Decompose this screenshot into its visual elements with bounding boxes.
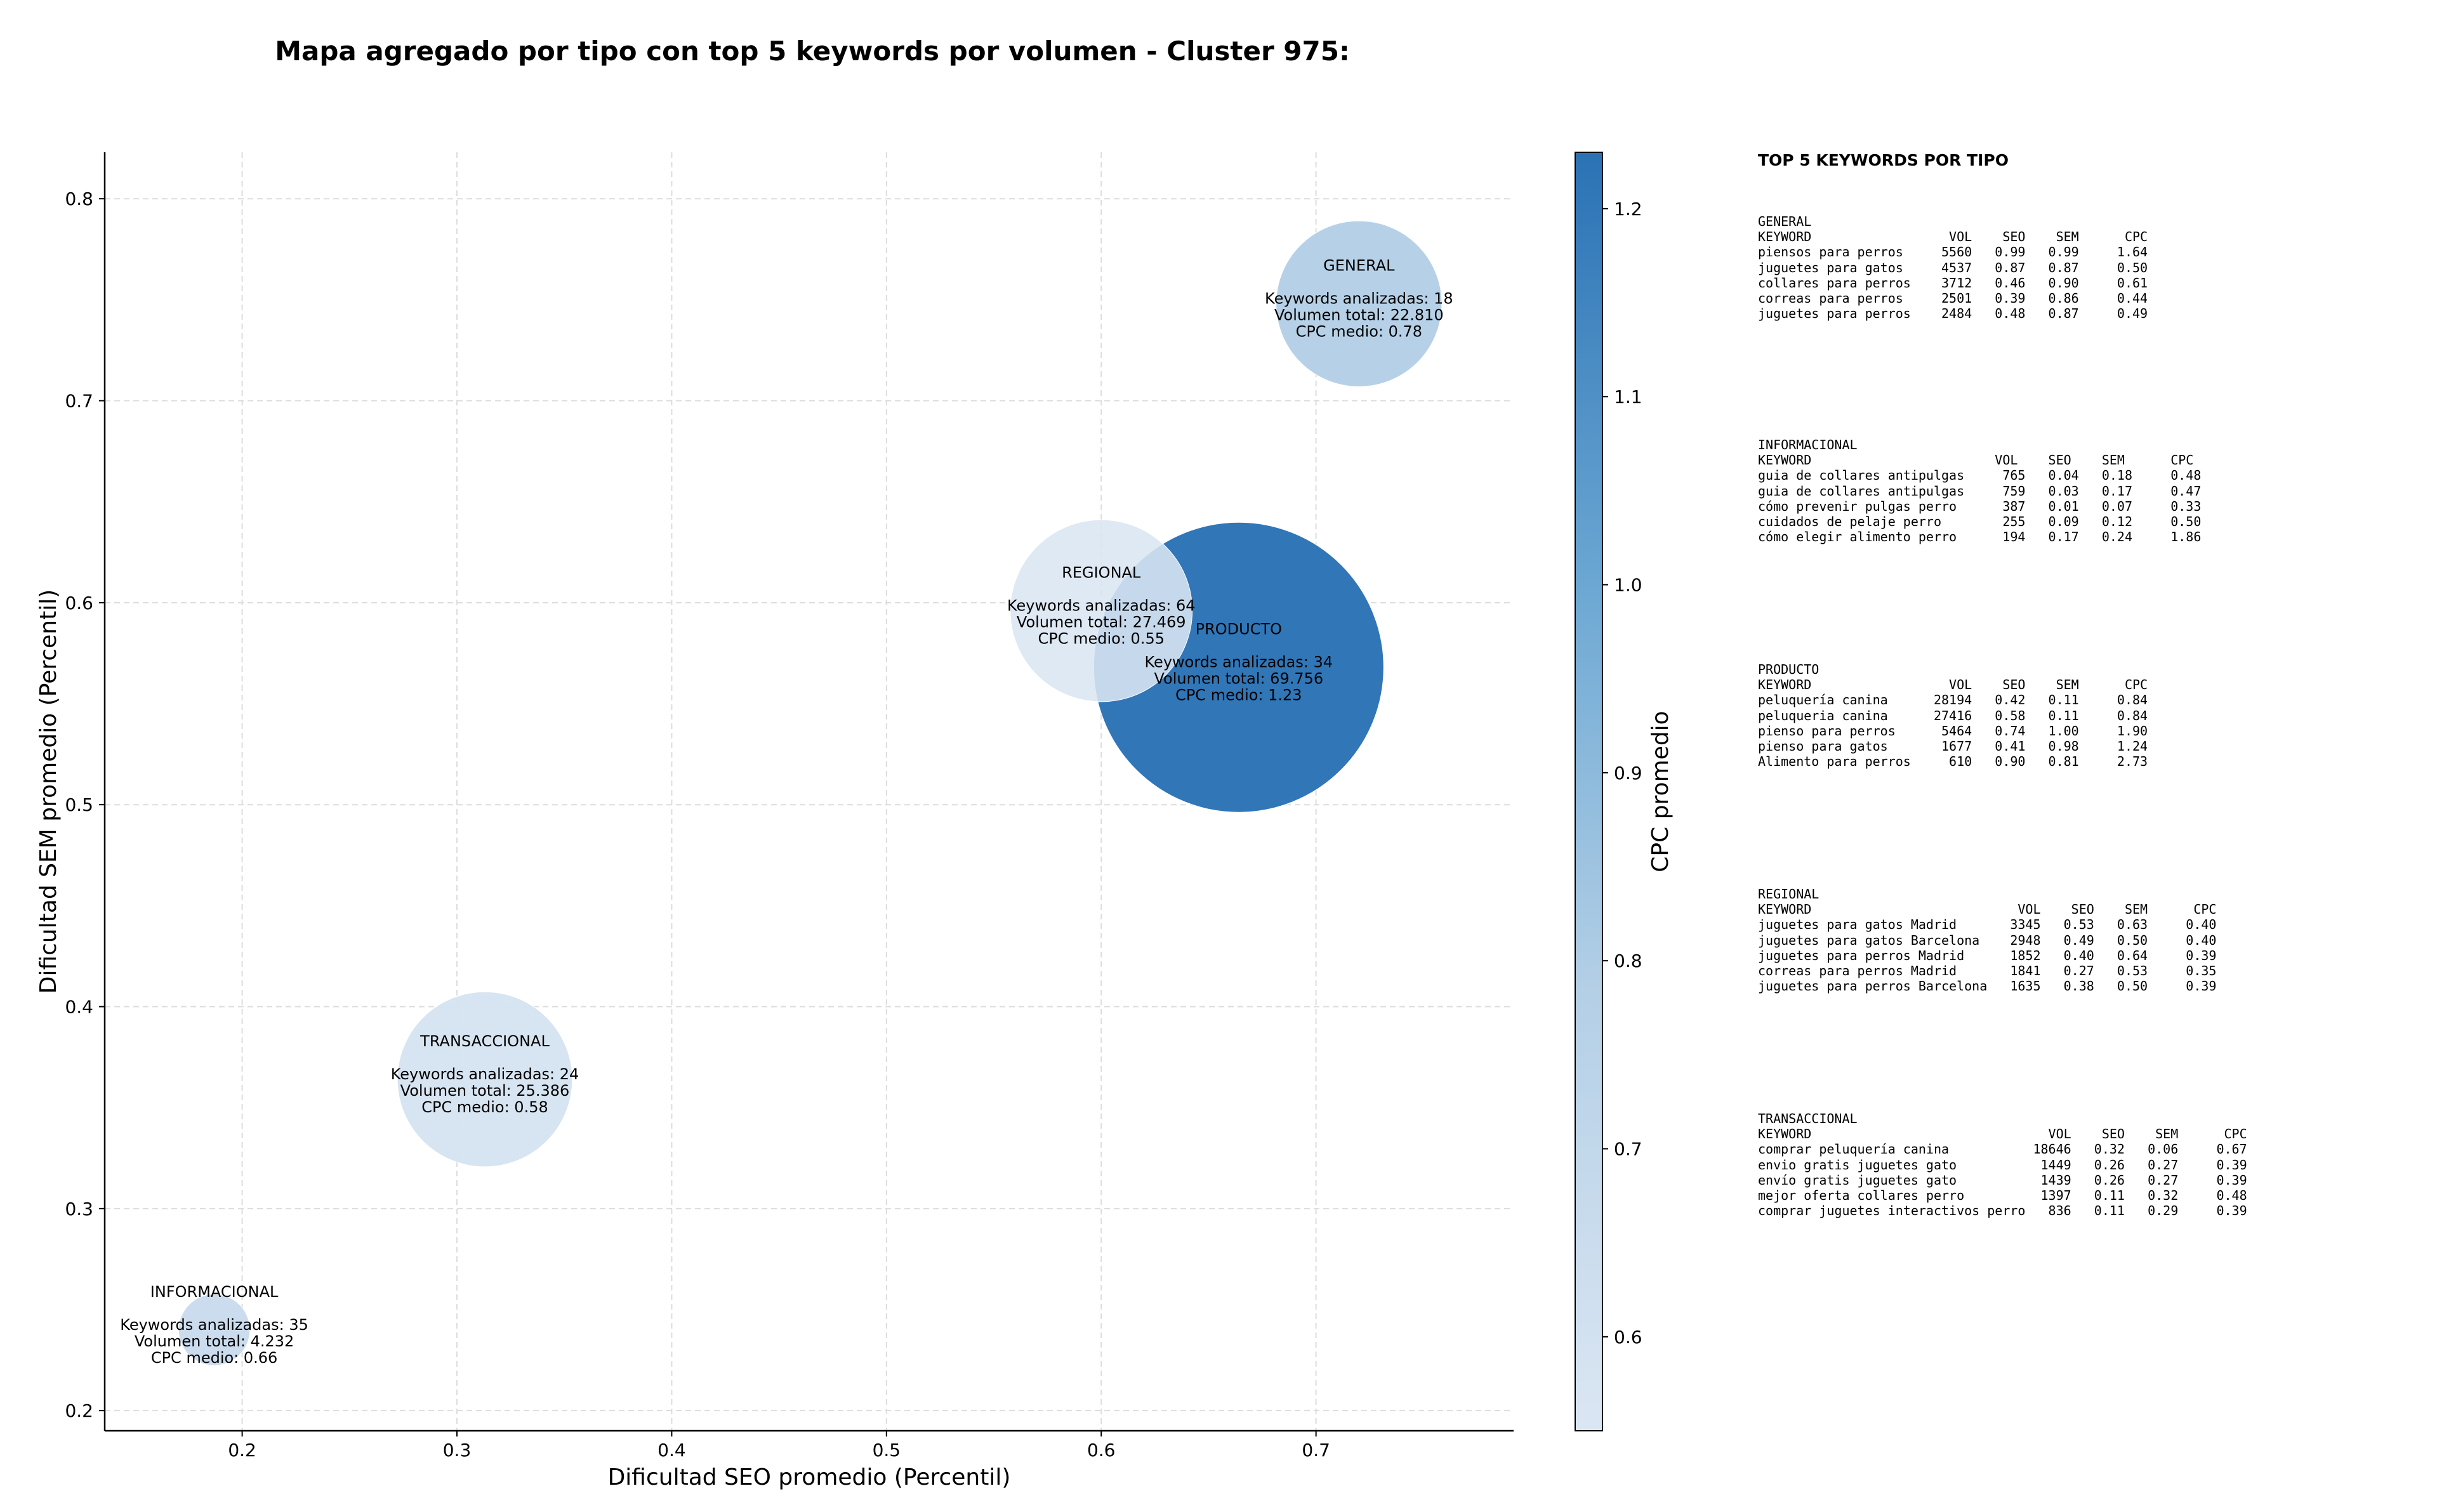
- bubble-label-line: Keywords analizadas: 35: [120, 1316, 308, 1334]
- bubble-label-name: GENERAL: [1323, 257, 1395, 275]
- bubble-label-line: CPC medio: 0.58: [421, 1098, 548, 1116]
- y-tick-label: 0.2: [65, 1400, 93, 1421]
- x-tick-label: 0.6: [1087, 1440, 1116, 1461]
- group-table: KEYWORD VOL SEO SEM CPC juguetes para ga…: [1758, 902, 2217, 994]
- bubble-label-line: CPC medio: 1.23: [1175, 687, 1302, 704]
- y-tick-label: 0.8: [65, 188, 93, 209]
- y-tick-label: 0.7: [65, 391, 93, 412]
- bubble-label-line: Volumen total: 22.810: [1274, 306, 1444, 324]
- colorbar-gradient: [1575, 152, 1603, 1431]
- colorbar-label: CPC promedio: [1648, 711, 1674, 872]
- y-tick-label: 0.5: [65, 794, 93, 815]
- bubble-general: [1276, 220, 1443, 387]
- bubble-label-line: Keywords analizadas: 18: [1265, 290, 1453, 308]
- colorbar-tick-label: 1.0: [1614, 575, 1642, 596]
- keyword-group-informacional: INFORMACIONAL KEYWORD VOL SEO SEM CPC gui…: [1758, 437, 2418, 662]
- y-axis-label: Dificultad SEM promedio (Percentil): [36, 589, 62, 994]
- group-table: KEYWORD VOL SEO SEM CPC peluquería canin…: [1758, 677, 2148, 770]
- bubble-label-line: Keywords analizadas: 34: [1145, 654, 1333, 671]
- x-tick-label: 0.2: [228, 1440, 256, 1461]
- bubble-label-line: Volumen total: 69.756: [1154, 670, 1323, 688]
- bubble-label-line: Volumen total: 27.469: [1017, 614, 1186, 631]
- colorbar-tick-label: 1.1: [1614, 386, 1642, 407]
- group-table: KEYWORD VOL SEO SEM CPC comprar peluquer…: [1758, 1126, 2247, 1219]
- bubble-label-line: CPC medio: 0.66: [151, 1349, 278, 1367]
- group-title: PRODUCTO: [1758, 662, 1819, 677]
- group-table: KEYWORD VOL SEO SEM CPC guia de collares…: [1758, 452, 2202, 545]
- bubble-label-name: PRODUCTO: [1196, 621, 1282, 638]
- bubble-label-line: Volumen total: 4.232: [135, 1332, 294, 1350]
- x-tick-label: 0.4: [657, 1440, 686, 1461]
- x-tick-label: 0.7: [1302, 1440, 1330, 1461]
- keyword-group-transaccional: TRANSACCIONAL KEYWORD VOL SEO SEM CPC com…: [1758, 1111, 2418, 1218]
- colorbar-tick-label: 0.7: [1614, 1139, 1642, 1160]
- axes: 0.2 0.3 0.4 0.5 0.6 0.7 0.2 0.3 0.4 0.5 0.6 0.7 0.8 D…: [36, 152, 1514, 1490]
- x-tick-label: 0.5: [873, 1440, 901, 1461]
- bubble-informacional: [178, 1294, 251, 1366]
- bubble-label-line: Keywords analizadas: 24: [391, 1065, 579, 1083]
- group-title: INFORMACIONAL: [1758, 437, 1858, 452]
- group-title: TRANSACCIONAL: [1758, 1111, 1858, 1126]
- bubble-label-name: TRANSACCIONAL: [419, 1032, 550, 1050]
- colorbar-tick-label: 0.6: [1614, 1327, 1642, 1348]
- bubble-label-name: REGIONAL: [1062, 564, 1141, 582]
- y-tick-label: 0.4: [65, 997, 93, 1018]
- bubble-label-line: Keywords analizadas: 64: [1007, 597, 1196, 615]
- bubble-label-line: CPC medio: 0.78: [1296, 323, 1423, 341]
- bubbles: [178, 220, 1443, 1366]
- chart-title: Mapa agregado por tipo con top 5 keyword…: [275, 36, 1350, 67]
- group-title: GENERAL: [1758, 214, 1812, 229]
- colorbar-tick-label: 0.9: [1614, 763, 1642, 784]
- bubble-transaccional: [397, 991, 573, 1167]
- keyword-group-general: GENERAL KEYWORD VOL SEO SEM CPC piensos p…: [1758, 214, 2418, 437]
- group-table: KEYWORD VOL SEO SEM CPC piensos para per…: [1758, 229, 2148, 322]
- y-tick-label: 0.3: [65, 1199, 93, 1219]
- x-axis-label: Dificultad SEO promedio (Percentil): [608, 1464, 1011, 1490]
- group-title: REGIONAL: [1758, 886, 1819, 902]
- bubble-label-line: Volumen total: 25.386: [400, 1082, 570, 1100]
- colorbar: 0.6 0.7 0.8 0.9 1.0 1.1 1.2 CPC promedio: [1575, 152, 1674, 1431]
- keyword-group-producto: PRODUCTO KEYWORD VOL SEO SEM CPC peluquer…: [1758, 662, 2418, 886]
- top-keywords-panel: TOP 5 KEYWORDS POR TIPO GENERAL KEYWORD V…: [1758, 151, 2418, 1218]
- panel-title: TOP 5 KEYWORDS POR TIPO: [1758, 151, 2009, 169]
- bubble-label-line: CPC medio: 0.55: [1038, 630, 1165, 648]
- keyword-group-regional: REGIONAL KEYWORD VOL SEO SEM CPC juguetes…: [1758, 886, 2418, 1111]
- bubble-regional: [1010, 519, 1193, 702]
- x-tick-label: 0.3: [443, 1440, 472, 1461]
- y-tick-label: 0.6: [65, 593, 93, 614]
- colorbar-tick-label: 0.8: [1614, 950, 1642, 971]
- colorbar-tick-label: 1.2: [1614, 199, 1642, 220]
- bubble-label-name: INFORMACIONAL: [150, 1283, 279, 1301]
